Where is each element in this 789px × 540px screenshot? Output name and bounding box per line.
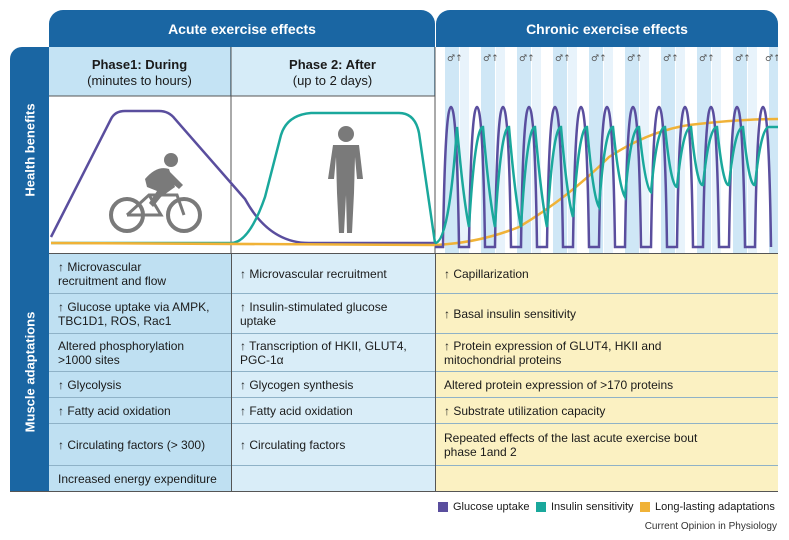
insulin-sensitivity-curve-acute [51, 111, 437, 245]
small-cyclist-icon: ♂↑ [447, 54, 463, 64]
row5-phase2-text: ↑ Fatty acid oxidation [240, 403, 353, 418]
row5-chronic: ↑ Substrate utilization capacity [435, 398, 778, 424]
column-divider [231, 254, 232, 492]
row6-phase2-text: ↑ Circulating factors [240, 437, 346, 452]
row1-phase1: ↑ Microvascular recruitment and flow [49, 254, 231, 294]
row4-phase2: ↑ Glycogen synthesis [231, 372, 435, 398]
small-cyclist-icon: ♂↑ [591, 54, 607, 64]
row2-chronic: ↑ Basal insulin sensitivity [435, 294, 778, 334]
small-cyclist-icon: ♂↑ [483, 54, 499, 64]
row3-phase2: ↑ Transcription of HKII, GLUT4, PGC-1α [231, 334, 435, 372]
chronic-stripes [436, 47, 778, 253]
row3-phase1: Altered phosphorylation >1000 sites [49, 334, 231, 372]
row4-chronic-text: Altered protein expression of >170 prote… [444, 377, 674, 392]
row6-phase1: ↑ Circulating factors (> 300) [49, 424, 231, 466]
row1-chronic: ↑ Capillarization [435, 254, 778, 294]
row3-chronic: ↑ Protein expression of GLUT4, HKII and … [435, 334, 778, 372]
legend-swatch-longlasting [640, 502, 650, 512]
small-cyclist-icon: ♂↑ [735, 54, 751, 64]
small-cyclist-icon: ♂↑ [627, 54, 643, 64]
legend-label-longlasting: Long-lasting adaptations [655, 501, 775, 513]
legend-label-insulin: Insulin sensitivity [551, 501, 634, 513]
row3-chronic-text: ↑ Protein expression of GLUT4, HKII and … [444, 338, 662, 367]
phase1-subtitle: (minutes to hours) [87, 73, 192, 88]
row7-phase1-text: Increased energy expenditure [58, 471, 217, 486]
small-cyclist-icons: ♂↑ ♂↑ ♂↑ ♂↑ ♂↑ ♂↑ ♂↑ ♂↑ ♂↑ ♂↑ [447, 54, 778, 64]
row6-phase2: ↑ Circulating factors [231, 424, 435, 466]
row1-phase1-text: ↑ Microvascular recruitment and flow [58, 259, 167, 288]
muscle-adaptations-label: Muscle adaptations [10, 253, 49, 491]
row7-chronic [435, 466, 778, 492]
row4-phase1: ↑ Glycolysis [49, 372, 231, 398]
small-cyclist-icon: ♂↑ [555, 54, 571, 64]
legend-label-glucose: Glucose uptake [453, 501, 530, 513]
row3-phase1-text: Altered phosphorylation >1000 sites [58, 338, 185, 367]
row4-phase1-text: ↑ Glycolysis [58, 377, 122, 392]
row1-phase2: ↑ Microvascular recruitment [231, 254, 435, 294]
row3-phase2-text: ↑ Transcription of HKII, GLUT4, PGC-1α [240, 338, 407, 367]
row6-chronic-text: Repeated effects of the last acute exerc… [444, 430, 698, 459]
row4-phase2-text: ↑ Glycogen synthesis [240, 377, 354, 392]
row2-phase1: ↑ Glucose uptake via AMPK, TBC1D1, ROS, … [49, 294, 231, 334]
legend-glucose-uptake: Glucose uptake [438, 501, 529, 513]
row6-phase1-text: ↑ Circulating factors (> 300) [58, 437, 206, 452]
row7-phase1: Increased energy expenditure [49, 466, 231, 492]
standing-person-icon [328, 126, 363, 233]
small-cyclist-icon: ♂↑ [663, 54, 679, 64]
health-benefits-text: Health benefits [22, 103, 37, 197]
row5-phase1: ↑ Fatty acid oxidation [49, 398, 231, 424]
cyclist-icon [109, 153, 202, 233]
row5-chronic-text: ↑ Substrate utilization capacity [444, 403, 606, 418]
chronic-effects-header: Chronic exercise effects [436, 10, 778, 47]
table-bottom-border [10, 491, 778, 492]
row1-phase2-text: ↑ Microvascular recruitment [240, 266, 387, 281]
row2-phase2-text: ↑ Insulin-stimulated glucose uptake [240, 299, 388, 328]
health-benefits-graphic: ♂↑ ♂↑ ♂↑ ♂↑ ♂↑ ♂↑ ♂↑ ♂↑ ♂↑ ♂↑ [49, 47, 778, 253]
row2-phase1-text: ↑ Glucose uptake via AMPK, TBC1D1, ROS, … [58, 299, 210, 328]
row1-chronic-text: ↑ Capillarization [444, 266, 529, 281]
phase1-title: Phase1: During [91, 57, 188, 72]
phase1-header: Phase1: During (minutes to hours) [49, 47, 231, 96]
footer-credit: Current Opinion in Physiology [644, 521, 777, 532]
legend-insulin-sensitivity: Insulin sensitivity [536, 501, 634, 513]
row2-phase2: ↑ Insulin-stimulated glucose uptake [231, 294, 435, 334]
column-divider [435, 254, 436, 492]
legend-swatch-glucose [438, 502, 448, 512]
muscle-adaptations-text: Muscle adaptations [22, 311, 37, 433]
small-cyclist-icon: ♂↑ [765, 54, 778, 64]
phase2-title: Phase 2: After [289, 57, 376, 72]
row2-chronic-text: ↑ Basal insulin sensitivity [444, 306, 577, 321]
row6-chronic: Repeated effects of the last acute exerc… [435, 424, 778, 466]
small-cyclist-icon: ♂↑ [519, 54, 535, 64]
glucose-uptake-curve-chronic [435, 105, 773, 249]
acute-effects-header: Acute exercise effects [49, 10, 435, 47]
row7-phase2 [231, 466, 435, 492]
muscle-table: ↑ Microvascular recruitment and flow ↑ M… [49, 253, 778, 492]
row5-phase2: ↑ Fatty acid oxidation [231, 398, 435, 424]
row5-phase1-text: ↑ Fatty acid oxidation [58, 403, 171, 418]
health-benefits-label: Health benefits [10, 47, 49, 253]
legend-swatch-insulin [536, 502, 546, 512]
insulin-sensitivity-curve-chronic [434, 125, 778, 245]
phase2-subtitle: (up to 2 days) [292, 73, 373, 88]
legend-long-lasting: Long-lasting adaptations [640, 501, 775, 513]
glucose-uptake-curve-acute [49, 109, 435, 245]
row4-chronic: Altered protein expression of >170 prote… [435, 372, 778, 398]
small-cyclist-icon: ♂↑ [699, 54, 715, 64]
phase2-header: Phase 2: After (up to 2 days) [231, 47, 435, 96]
